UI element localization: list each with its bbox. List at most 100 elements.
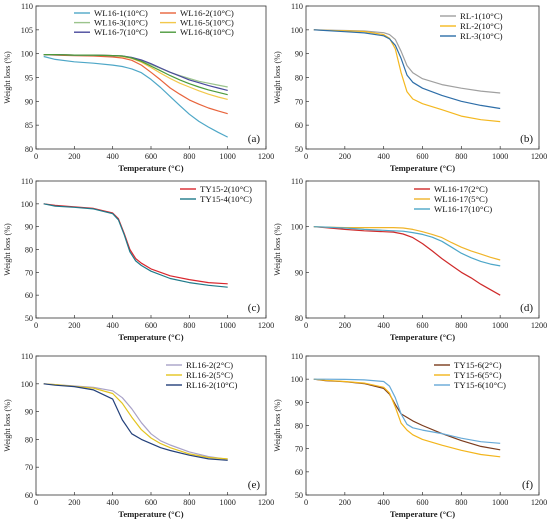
legend-label: RL16-2(2°C) <box>186 360 233 370</box>
legend-label: RL-3(10°C) <box>460 31 503 41</box>
panel-f: 0 200 400 600 800 1000 1200 50 60 70 80 90 100 110 Tem… <box>273 352 547 519</box>
x-axis-label: Temperature (°C) <box>390 509 455 519</box>
legend: TY15-6(2°C)TY15-6(5°C)TY15-6(10°C) <box>434 360 506 390</box>
x-tick-label: 400 <box>378 498 390 507</box>
y-tick-label: 80 <box>25 435 33 444</box>
x-axis-label: Temperature (°C) <box>390 332 455 342</box>
y-tick-label: 90 <box>295 50 303 59</box>
y-tick-label: 80 <box>25 145 33 154</box>
x-tick-label: 0 <box>34 498 38 507</box>
y-tick-label: 100 <box>21 50 33 59</box>
panel-a: 0 200 400 600 800 1000 1200 80 85 90 95 100 105 110 Te… <box>3 2 274 173</box>
x-tick-label: 800 <box>455 498 467 507</box>
y-tick-label: 80 <box>295 74 303 83</box>
x-tick-label: 1200 <box>531 321 547 330</box>
x-tick-label: 800 <box>455 152 467 161</box>
legend-label: WL16-17(5°C) <box>434 194 488 204</box>
x-tick-label: 800 <box>183 498 195 507</box>
y-tick-label: 90 <box>295 268 303 277</box>
y-tick-label: 60 <box>295 121 303 130</box>
y-tick-label: 110 <box>21 177 33 186</box>
y-tick-label: 110 <box>21 2 33 11</box>
y-axis-label: Weight loss (%) <box>3 399 12 452</box>
y-tick-label: 90 <box>295 398 303 407</box>
x-tick-label: 800 <box>183 321 195 330</box>
x-tick-label: 0 <box>34 321 38 330</box>
series-line <box>43 383 228 461</box>
series-line <box>43 55 228 138</box>
legend-label: TY15-6(5°C) <box>454 370 502 380</box>
y-tick-label: 100 <box>21 200 33 209</box>
y-tick-label: 50 <box>295 491 303 500</box>
x-tick-label: 1000 <box>492 498 508 507</box>
x-tick-label: 1000 <box>492 152 508 161</box>
y-tick-label: 110 <box>291 352 303 361</box>
x-axis-label: Temperature (°C) <box>118 163 183 173</box>
legend: RL16-2(2°C)RL16-2(5°C)RL16-2(10°C) <box>166 360 237 390</box>
legend-label: WL16-17(2°C) <box>434 184 488 194</box>
x-tick-label: 800 <box>183 152 195 161</box>
x-tick-label: 0 <box>304 152 308 161</box>
legend-label: TY15-6(2°C) <box>454 360 502 370</box>
y-axis-label: Weight loss (%) <box>3 51 12 104</box>
y-tick-label: 110 <box>291 2 303 11</box>
x-tick-label: 1200 <box>258 321 274 330</box>
plot-frame <box>305 180 540 319</box>
panel-label: (a) <box>248 133 261 145</box>
y-tick-label: 60 <box>25 491 33 500</box>
legend: TY15-2(10°C)TY15-4(10°C) <box>180 184 252 204</box>
series-line <box>313 226 501 296</box>
y-tick-label: 90 <box>25 97 33 106</box>
legend: WL16-1(10°C) WL16-2(10°C)WL16-3(10°C) WL16… <box>74 8 234 37</box>
panel-label: (c) <box>248 302 261 314</box>
panel-label: (f) <box>522 479 533 491</box>
panel-label: (d) <box>520 302 533 314</box>
series-line <box>43 203 228 285</box>
x-tick-label: 1000 <box>219 498 235 507</box>
x-tick-label: 1000 <box>492 321 508 330</box>
x-tick-label: 600 <box>145 321 157 330</box>
y-tick-label: 70 <box>295 97 303 106</box>
x-tick-label: 600 <box>145 498 157 507</box>
panel-c: 0 200 400 600 800 1000 1200 50 60 70 80 90 100 110 Tem… <box>3 177 274 342</box>
x-tick-label: 1200 <box>258 152 274 161</box>
x-tick-label: 0 <box>34 152 38 161</box>
y-tick-label: 100 <box>291 26 303 35</box>
x-tick-label: 600 <box>416 321 428 330</box>
x-tick-label: 200 <box>339 321 351 330</box>
x-tick-label: 200 <box>68 152 80 161</box>
series-line <box>313 29 501 123</box>
x-axis-label: Temperature (°C) <box>118 332 183 342</box>
x-tick-label: 0 <box>304 498 308 507</box>
y-tick-label: 90 <box>25 223 33 232</box>
y-axis-label: Weight loss (%) <box>3 223 12 276</box>
x-tick-label: 1000 <box>219 152 235 161</box>
x-tick-label: 600 <box>416 498 428 507</box>
legend-label: WL16-5(10°C) <box>180 18 234 28</box>
legend: WL16-17(2°C)WL16-17(5°C)WL16-17(10°C) <box>414 184 492 214</box>
panel-d: 0 200 400 600 800 1000 1200 80 90 100 110 Temperatu… <box>273 177 547 342</box>
x-tick-label: 600 <box>416 152 428 161</box>
y-tick-label: 70 <box>25 463 33 472</box>
legend-label: RL-2(10°C) <box>460 21 503 31</box>
y-tick-label: 80 <box>295 422 303 431</box>
y-tick-label: 100 <box>291 223 303 232</box>
y-tick-label: 110 <box>21 352 33 361</box>
legend-label: TY15-6(10°C) <box>454 380 506 390</box>
x-tick-label: 200 <box>68 321 80 330</box>
legend: RL-1(10°C)RL-2(10°C)RL-3(10°C) <box>440 11 503 41</box>
series-line <box>43 203 228 288</box>
legend-label: WL16-2(10°C) <box>180 8 234 18</box>
series-line <box>313 226 501 267</box>
y-tick-label: 110 <box>291 177 303 186</box>
x-tick-label: 800 <box>455 321 467 330</box>
series-line <box>313 226 501 261</box>
legend-label: TY15-4(10°C) <box>200 194 252 204</box>
x-tick-label: 1200 <box>531 498 547 507</box>
y-tick-label: 60 <box>295 468 303 477</box>
panel-b: 0 200 400 600 800 1000 1200 50 60 70 80 90 100 110 Tem… <box>273 2 547 173</box>
y-tick-label: 95 <box>25 74 33 83</box>
x-tick-label: 1000 <box>219 321 235 330</box>
panel-label: (b) <box>520 133 533 145</box>
